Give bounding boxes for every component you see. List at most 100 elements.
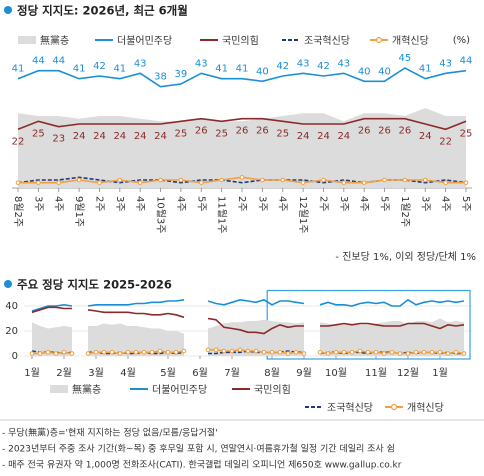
x-tick-label: 3주 bbox=[256, 196, 267, 212]
x-tick-label: 5주 bbox=[195, 196, 206, 212]
x-tick-label: 1월 bbox=[24, 367, 40, 379]
marker bbox=[277, 349, 283, 355]
marker bbox=[141, 349, 147, 355]
x-tick-label: 4주 bbox=[358, 196, 369, 212]
data-label: 24 bbox=[317, 131, 330, 142]
marker bbox=[373, 349, 379, 355]
data-label: 26 bbox=[378, 126, 391, 137]
legend-label: 국민의힘 bbox=[222, 35, 259, 47]
data-label: 26 bbox=[195, 126, 208, 137]
x-tick-label: 3주 bbox=[32, 196, 43, 212]
x-tick-label: 3주 bbox=[419, 196, 430, 212]
x-tick-label: 2월 bbox=[56, 367, 72, 379]
marker bbox=[402, 177, 408, 183]
x-tick-label: 11월1주 bbox=[216, 196, 228, 233]
title-dot bbox=[4, 6, 12, 14]
marker bbox=[53, 351, 59, 356]
x-tick-label: 4주 bbox=[175, 196, 186, 212]
data-label: 41 bbox=[215, 64, 228, 75]
marker bbox=[333, 349, 339, 355]
x-tick-label: 3주 bbox=[338, 196, 349, 212]
x-tick-label: 8월2주 bbox=[12, 196, 24, 227]
marker bbox=[317, 349, 323, 355]
data-label: 43 bbox=[195, 58, 208, 69]
data-label: 44 bbox=[32, 56, 45, 67]
x-tick-label: 3월 bbox=[88, 367, 104, 379]
data-label: 26 bbox=[236, 126, 249, 137]
y-tick-label: 20 bbox=[5, 326, 18, 337]
marker bbox=[173, 349, 179, 355]
marker bbox=[260, 177, 265, 183]
data-label: 24 bbox=[337, 131, 350, 142]
data-label: 40 bbox=[256, 66, 269, 77]
x-tick-label: 4주 bbox=[53, 196, 64, 212]
marker bbox=[397, 351, 403, 356]
marker bbox=[56, 180, 62, 185]
legend-label: 조국혁신당 bbox=[327, 402, 373, 414]
marker bbox=[36, 180, 41, 185]
legend-swatch bbox=[18, 36, 36, 44]
x-tick-label: 4월 bbox=[120, 367, 136, 379]
data-label: 22 bbox=[12, 136, 25, 147]
y-tick-label: 40 bbox=[5, 301, 18, 312]
x-tick-label: 9월1주 bbox=[73, 196, 85, 227]
data-label: 23 bbox=[52, 134, 65, 145]
data-label: 24 bbox=[93, 131, 106, 142]
data-label: 39 bbox=[175, 69, 188, 80]
line bbox=[17, 67, 467, 88]
data-label: 24 bbox=[297, 131, 310, 142]
footnote: - 2023년부터 주중 조사 기간(화~목) 중 후무일 포함 시, 연말연시… bbox=[2, 443, 395, 455]
legend-label: 無黨층 bbox=[40, 34, 69, 47]
x-tick-label: 1월2주 bbox=[399, 196, 411, 227]
marker bbox=[261, 349, 267, 355]
marker bbox=[37, 351, 43, 356]
data-label: 26 bbox=[399, 126, 412, 137]
marker bbox=[365, 349, 371, 355]
marker bbox=[421, 349, 427, 355]
area bbox=[88, 323, 184, 356]
data-label: 24 bbox=[113, 131, 126, 142]
marker bbox=[15, 180, 21, 185]
marker bbox=[429, 349, 435, 355]
data-label: 42 bbox=[276, 61, 289, 72]
x-tick-label: 5월 bbox=[160, 367, 176, 379]
line bbox=[207, 298, 305, 306]
chart-title: 정당 지지도: 2026년, 최근 6개월 bbox=[17, 4, 188, 18]
marker bbox=[349, 349, 355, 355]
marker bbox=[341, 349, 347, 355]
marker bbox=[117, 351, 123, 356]
marker bbox=[437, 349, 443, 355]
data-label: 42 bbox=[93, 61, 106, 72]
data-label: 24 bbox=[154, 131, 167, 142]
data-label: 41 bbox=[73, 64, 86, 75]
data-label: 40 bbox=[378, 66, 391, 77]
line bbox=[31, 306, 72, 314]
marker bbox=[463, 180, 469, 185]
data-label: 38 bbox=[154, 72, 167, 83]
x-tick-label: 5주 bbox=[460, 196, 471, 212]
line bbox=[87, 299, 185, 307]
marker bbox=[300, 180, 306, 185]
y-tick-label: 0 bbox=[12, 351, 18, 362]
marker bbox=[133, 349, 139, 355]
data-label: 24 bbox=[73, 131, 86, 142]
marker bbox=[443, 180, 448, 185]
line bbox=[320, 322, 465, 330]
marker bbox=[97, 180, 102, 185]
marker bbox=[285, 351, 291, 356]
marker bbox=[237, 347, 243, 353]
marker bbox=[422, 177, 428, 183]
area bbox=[32, 322, 72, 356]
unit: (%) bbox=[453, 35, 470, 46]
marker bbox=[239, 175, 245, 180]
marker bbox=[109, 349, 115, 355]
x-tick-label: 10월3주 bbox=[155, 196, 167, 234]
legend-label: 개혁신당 bbox=[392, 35, 429, 47]
marker bbox=[29, 351, 35, 356]
note: - 진보당 1%, 이외 정당/단체 1% bbox=[335, 251, 476, 263]
line bbox=[319, 298, 465, 307]
marker bbox=[361, 180, 367, 185]
legend-label: 더불어민주당 bbox=[117, 35, 172, 47]
marker bbox=[158, 177, 163, 183]
